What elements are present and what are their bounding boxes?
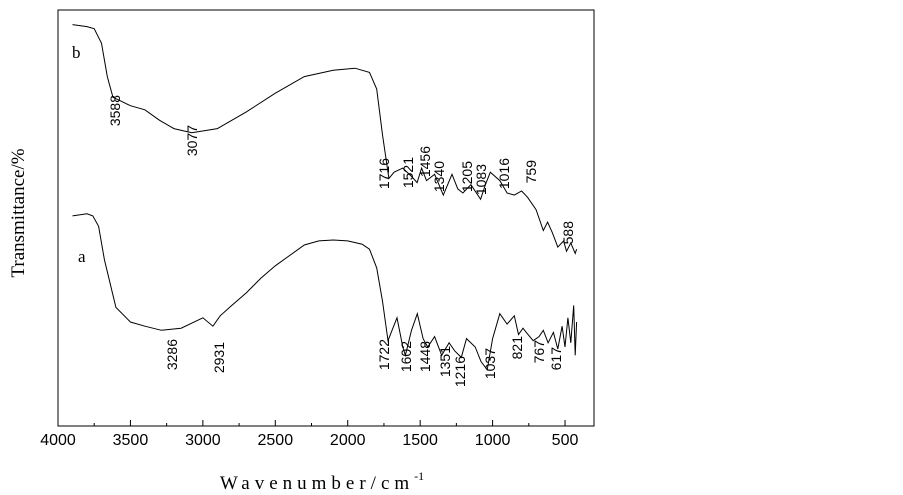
series-line-a <box>72 213 578 372</box>
peak-label-b: 1083 <box>473 164 489 195</box>
peak-label-b: 1016 <box>496 158 512 189</box>
peak-label-b: 1205 <box>459 161 475 192</box>
x-tick-label: 2500 <box>258 432 294 449</box>
series-line-b <box>72 24 578 255</box>
x-tick-label: 2000 <box>330 432 366 449</box>
x-tick-label: 4000 <box>40 432 76 449</box>
x-tick-label: 3000 <box>185 432 221 449</box>
peak-label-b: 1716 <box>376 158 392 189</box>
x-tick-label: 1500 <box>402 432 438 449</box>
peak-label-a: 1602 <box>398 341 414 372</box>
x-axis-title-text: Wavenumber/cm <box>220 473 414 494</box>
peak-label-a: 2931 <box>211 342 227 373</box>
peak-label-a: 1216 <box>452 356 468 387</box>
peak-label-a: 617 <box>548 347 564 371</box>
peak-label-b: 3588 <box>107 95 123 126</box>
peak-label-b: 588 <box>560 221 576 245</box>
peak-label-b: 1340 <box>431 161 447 192</box>
x-tick-label: 1000 <box>475 432 511 449</box>
x-tick-label: 3500 <box>113 432 149 449</box>
peak-label-b: 3077 <box>184 125 200 156</box>
peak-label-b: 1456 <box>417 146 433 177</box>
peak-label-a: 1351 <box>437 346 453 377</box>
peak-label-a: 3286 <box>164 339 180 370</box>
peak-label-b: 759 <box>523 160 539 184</box>
x-axis-tick-labels: 4000 3500 3000 2500 2000 1500 1000 500 <box>40 432 578 449</box>
x-axis-title: Wavenumber/cm-1 <box>220 469 424 494</box>
x-axis-ticks <box>57 420 566 426</box>
plot-frame <box>57 9 595 427</box>
curve-label-a: a <box>78 247 86 266</box>
peak-label-a: 1448 <box>417 341 433 372</box>
peak-label-a: 1722 <box>376 339 392 370</box>
peak-label-a: 821 <box>509 336 525 360</box>
x-axis-title-superscript: -1 <box>414 469 424 483</box>
peak-label-b: 1521 <box>400 157 416 188</box>
series-group <box>72 24 578 372</box>
peak-label-a: 767 <box>531 340 547 364</box>
peak-label-a: 1037 <box>482 348 498 379</box>
x-tick-label: 500 <box>552 432 579 449</box>
y-axis-title: Transmittance/% <box>8 148 29 277</box>
curve-labels: ba <box>72 43 86 266</box>
curve-label-b: b <box>72 43 81 62</box>
